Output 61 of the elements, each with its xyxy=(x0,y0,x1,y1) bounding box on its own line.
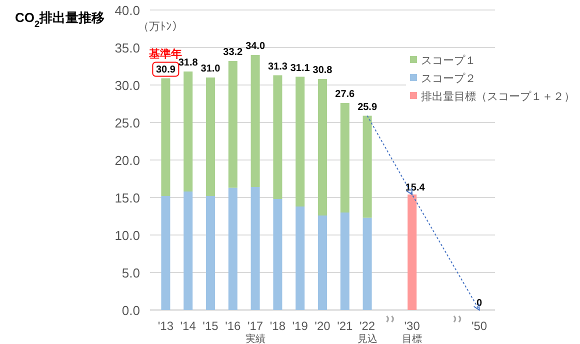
y-tick-label: 5.0 xyxy=(122,266,140,280)
bar xyxy=(250,55,260,187)
y-tick-label: 35.0 xyxy=(114,40,140,56)
y-tick-label: 30.0 xyxy=(114,78,140,93)
total-label: 31.0 xyxy=(200,64,221,74)
bar xyxy=(340,103,350,212)
bar xyxy=(296,76,305,206)
x-tick-label: '13 xyxy=(158,319,174,333)
y-tick-label: 10.0 xyxy=(114,228,140,243)
legend-label: 排出量目標（スコープ１＋２） xyxy=(421,90,575,103)
x-tick-label: '22 xyxy=(359,319,376,333)
x-tick-label: '50 xyxy=(471,319,488,333)
text: 見込 xyxy=(357,333,378,344)
bar xyxy=(296,206,305,310)
bar xyxy=(340,212,350,310)
legend-label: スコープ１ xyxy=(421,54,476,67)
data-label: 0 xyxy=(476,298,483,309)
bar xyxy=(273,199,282,310)
total-label: 30.8 xyxy=(312,65,333,76)
y-axis-title: （万ﾄﾝ） xyxy=(138,21,183,33)
data-label: 15.4 xyxy=(405,182,426,194)
total-label: 34.0 xyxy=(246,41,266,52)
x-tick-label: '30 xyxy=(404,319,420,333)
text: 目標 xyxy=(402,333,422,344)
bar xyxy=(161,196,170,310)
x-tick-label: '16 xyxy=(225,319,242,333)
chart-title: CO$_{2}$排出量推移 xyxy=(15,10,105,29)
bar xyxy=(184,192,193,310)
y-tick-label: 15.0 xyxy=(114,190,140,206)
bar xyxy=(184,72,193,192)
bar xyxy=(228,188,238,310)
total-label: 33.2 xyxy=(223,47,244,58)
y-tick-label: 25.0 xyxy=(114,116,140,130)
x-tick-label: '17 xyxy=(247,319,264,333)
bar xyxy=(273,75,282,199)
bar xyxy=(408,194,417,310)
bar xyxy=(206,78,215,196)
bar xyxy=(318,216,327,310)
x-tick-label: '15 xyxy=(202,319,219,333)
x-tick-label: '21 xyxy=(337,319,354,333)
total-label: 31.8 xyxy=(178,58,198,68)
total-label: 27.6 xyxy=(335,89,356,100)
x-tick-label: '20 xyxy=(314,319,331,333)
y-tick-label: 20.0 xyxy=(114,153,140,168)
bar xyxy=(362,218,372,310)
bar xyxy=(228,61,238,188)
bar xyxy=(362,116,372,218)
text: 実績 xyxy=(245,333,266,344)
total-label: 25.9 xyxy=(358,102,378,113)
bar xyxy=(318,79,327,216)
bar xyxy=(250,187,260,310)
total-label: 31.1 xyxy=(290,62,310,74)
x-tick-label: '18 xyxy=(270,319,286,333)
bar xyxy=(206,196,215,310)
x-tick-label: '19 xyxy=(292,319,308,333)
legend-label: スコープ２ xyxy=(421,72,476,85)
total-label: 30.9 xyxy=(156,64,176,76)
y-tick-label: 0.0 xyxy=(122,303,140,318)
x-tick-label: '14 xyxy=(180,319,196,333)
total-label: 31.3 xyxy=(268,61,288,72)
y-tick-label: 40.0 xyxy=(114,3,140,18)
